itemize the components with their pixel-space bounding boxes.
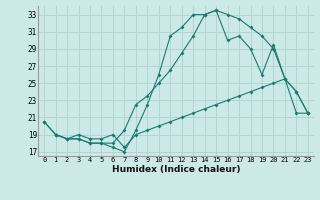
X-axis label: Humidex (Indice chaleur): Humidex (Indice chaleur): [112, 165, 240, 174]
